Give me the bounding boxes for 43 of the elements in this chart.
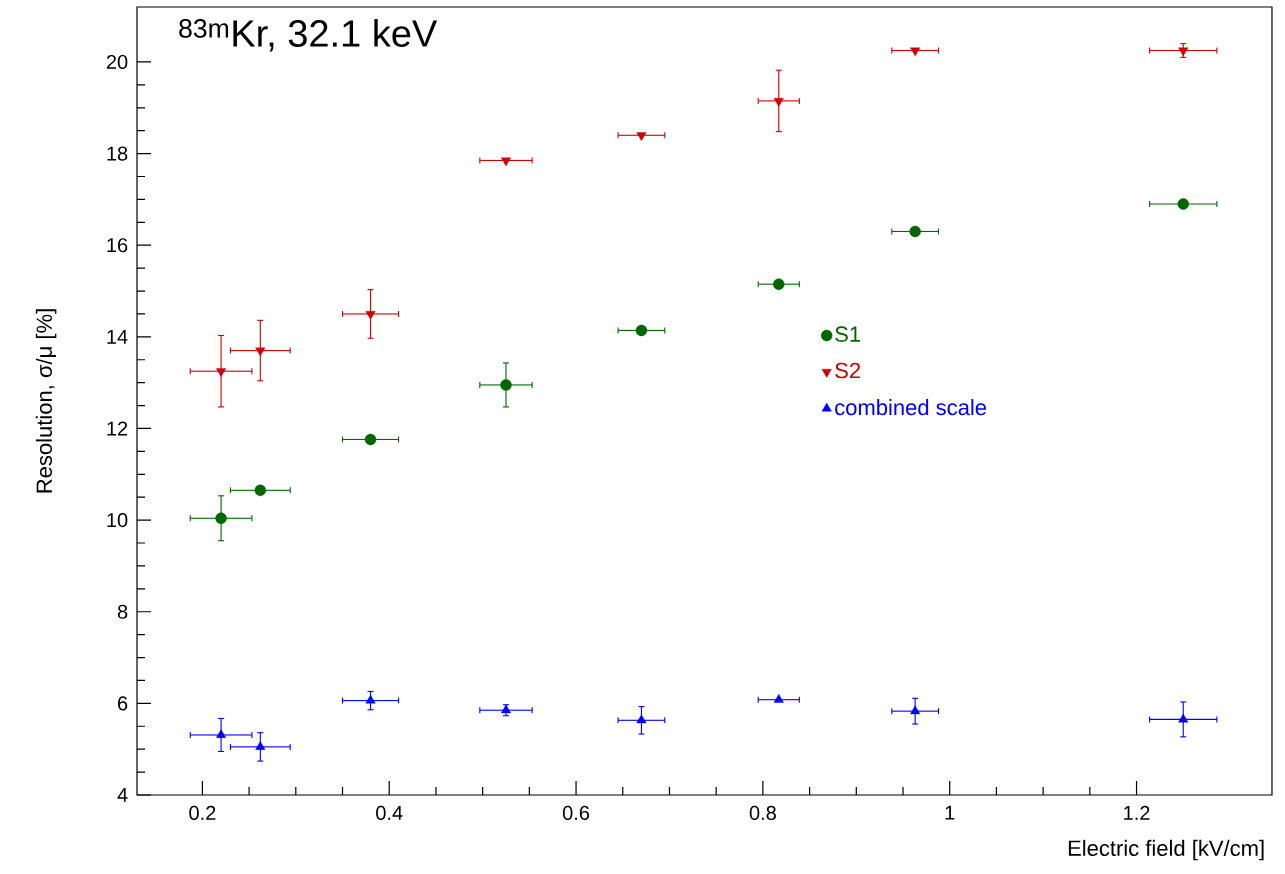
point: [501, 157, 511, 167]
legend-label: combined scale: [835, 399, 987, 416]
point: [773, 693, 784, 703]
x-tick-label: 0.4: [376, 805, 403, 820]
y-tick-label: 18: [107, 146, 128, 161]
y-tick-label: 8: [117, 604, 128, 619]
y-tick-label: 16: [107, 238, 128, 253]
point: [1177, 198, 1189, 210]
x-tick-label: 1.2: [1124, 805, 1150, 820]
point: [635, 324, 648, 337]
point: [636, 714, 647, 724]
y-tick-label: 12: [107, 421, 128, 436]
legend-label: S1: [835, 326, 861, 342]
point: [364, 433, 377, 446]
point: [773, 278, 785, 290]
point: [365, 310, 376, 320]
point: [1178, 713, 1189, 723]
point: [254, 484, 267, 497]
point: [255, 347, 266, 357]
y-tick-label: 4: [117, 788, 128, 802]
point: [365, 694, 376, 704]
y-tick-label: 10: [107, 513, 128, 528]
y-tick-label: 20: [106, 54, 128, 70]
point: [773, 97, 784, 107]
x-axis-title: Electric field [kV/cm]: [1068, 839, 1264, 861]
point: [909, 225, 921, 238]
point: [255, 741, 266, 750]
y-tick-label: 6: [118, 696, 128, 711]
point: [500, 379, 512, 391]
y-axis-title: Resolution, σ/μ [%]: [35, 309, 57, 493]
point: [636, 132, 647, 141]
legend-label: S2: [835, 362, 861, 379]
point: [215, 512, 227, 524]
chart-title: $^{83m}$Kr, 32.1 keV: [179, 19, 438, 52]
point: [216, 729, 227, 738]
point: [216, 368, 227, 377]
point: [910, 705, 921, 715]
y-tick-label: 14: [107, 329, 128, 344]
x-tick-label: 1: [945, 805, 955, 820]
x-tick-label: 0.2: [189, 805, 216, 820]
point: [910, 47, 921, 57]
x-tick-label: 0.6: [562, 805, 590, 820]
x-tick-label: 0.8: [749, 805, 776, 820]
